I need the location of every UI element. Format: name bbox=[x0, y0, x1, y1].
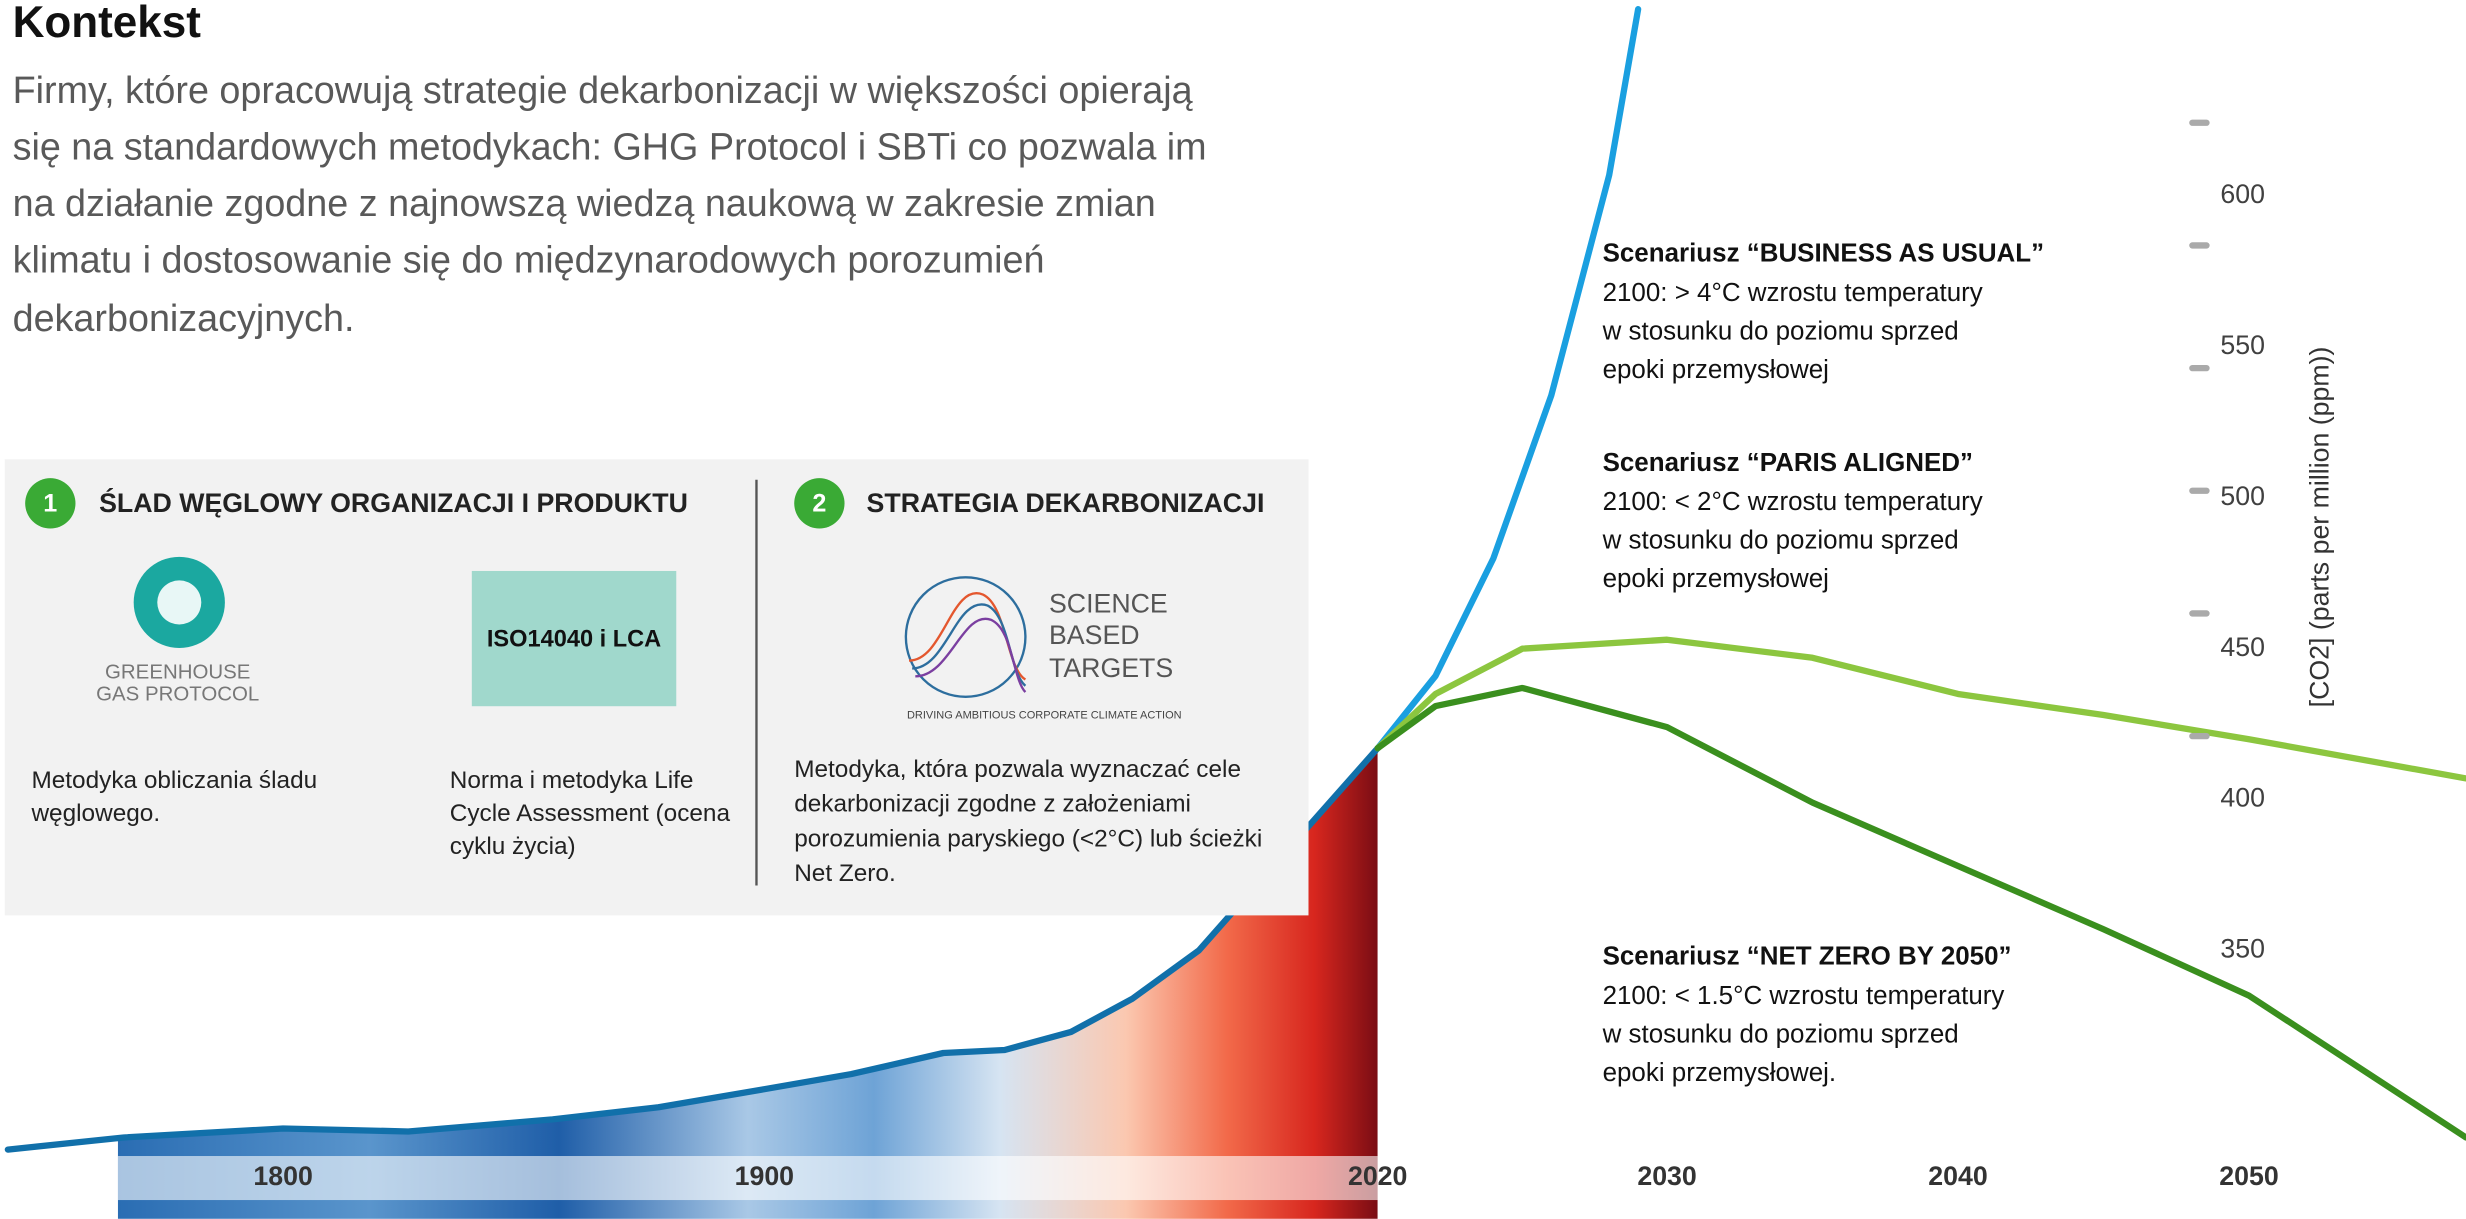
co2-line bbox=[1378, 688, 2466, 1137]
description: dekarbonizacji zgodne z założeniami bbox=[794, 791, 1191, 818]
logo-text: SCIENCE bbox=[1049, 589, 1168, 619]
scenario-description: w stosunku do poziomu sprzed bbox=[1602, 318, 1959, 346]
intro-line: klimatu i dostosowanie się do międzynaro… bbox=[13, 239, 1045, 281]
y-tick-label: 350 bbox=[2220, 933, 2265, 963]
intro-line: się na standardowych metodykach: GHG Pro… bbox=[13, 125, 1207, 167]
scenario-description: epoki przemysłowej. bbox=[1603, 1059, 1837, 1087]
x-tick-label: 2030 bbox=[1637, 1161, 1696, 1191]
scenario-name: Scenariusz “NET ZERO BY 2050” bbox=[1603, 943, 2012, 971]
title: Kontekst bbox=[13, 0, 202, 47]
description: Cycle Assessment (ocena bbox=[450, 800, 731, 827]
number: 1 bbox=[43, 490, 57, 518]
logo-text: ISO14040 i LCA bbox=[487, 625, 661, 651]
x-tick-label: 1800 bbox=[253, 1161, 312, 1191]
intro-line: Firmy, które opracowują strategie dekarb… bbox=[13, 69, 1193, 111]
description: Metodyka, która pozwala wyznaczać cele bbox=[794, 756, 1241, 783]
scenario-description: 2100: < 2°C wzrostu temperatury bbox=[1603, 488, 1983, 516]
x-tick-label: 2020 bbox=[1348, 1161, 1407, 1191]
scenario-name: Scenariusz “BUSINESS AS USUAL” bbox=[1603, 240, 2045, 268]
section-title: STRATEGIA DEKARBONIZACJI bbox=[867, 488, 1265, 518]
logo-text: GAS PROTOCOL bbox=[96, 683, 259, 706]
y-tick-label: 600 bbox=[2220, 179, 2265, 209]
y-tick-label: 550 bbox=[2220, 330, 2265, 360]
logo-text: BASED bbox=[1049, 620, 1140, 650]
x-tick-label: 2040 bbox=[1928, 1161, 1987, 1191]
scenario-description: w stosunku do poziomu sprzed bbox=[1602, 527, 1959, 555]
description: Norma i metodyka Life bbox=[450, 767, 694, 794]
description: Metodyka obliczania śladu bbox=[31, 767, 317, 794]
y-tick-label: 400 bbox=[2220, 783, 2265, 813]
y-tick-label: 450 bbox=[2220, 632, 2265, 662]
slide: Kontekst Firmy, które opracowują strateg… bbox=[0, 0, 2466, 1219]
logo-text: GREENHOUSE bbox=[105, 661, 250, 684]
logo-text: TARGETS bbox=[1049, 653, 1173, 683]
description: cyklu życia) bbox=[450, 833, 576, 860]
intro-line: na działanie zgodne z najnowszą wiedzą n… bbox=[13, 182, 1156, 224]
y-tick-label: 500 bbox=[2220, 481, 2265, 511]
scenario-description: 2100: < 1.5°C wzrostu temperatury bbox=[1603, 982, 2005, 1010]
section-title: ŚLAD WĘGLOWY ORGANIZACJI I PRODUKTU bbox=[99, 487, 688, 518]
ghg-logo-center bbox=[157, 580, 201, 624]
y-axis-label: [CO2] (parts per million (ppm)) bbox=[2304, 347, 2334, 708]
logo-tagline: DRIVING AMBITIOUS CORPORATE CLIMATE ACTI… bbox=[907, 710, 1182, 722]
scenario-description: 2100: > 4°C wzrostu temperatury bbox=[1603, 279, 1983, 307]
standards-panel: 1 ŚLAD WĘGLOWY ORGANIZACJI I PRODUKTU 2 … bbox=[5, 459, 1309, 915]
x-tick-label: 2050 bbox=[2219, 1161, 2278, 1191]
intro-line: dekarbonizacyjnych. bbox=[13, 297, 355, 339]
number: 2 bbox=[812, 490, 826, 518]
co2-line bbox=[1378, 9, 1638, 748]
description: porozumienia paryskiego (<2°C) lub ścież… bbox=[794, 825, 1262, 852]
scenario-name: Scenariusz “PARIS ALIGNED” bbox=[1603, 449, 1973, 477]
x-tick-label: 1900 bbox=[735, 1161, 794, 1191]
co2-line bbox=[1378, 640, 2466, 779]
scenario-description: epoki przemysłowej bbox=[1603, 565, 1829, 593]
axis-dashes bbox=[2189, 120, 2209, 740]
scenario-description: w stosunku do poziomu sprzed bbox=[1602, 1021, 1959, 1049]
scenario-description: epoki przemysłowej bbox=[1603, 356, 1829, 384]
description: węglowego. bbox=[30, 800, 160, 827]
description: Net Zero. bbox=[794, 860, 896, 887]
